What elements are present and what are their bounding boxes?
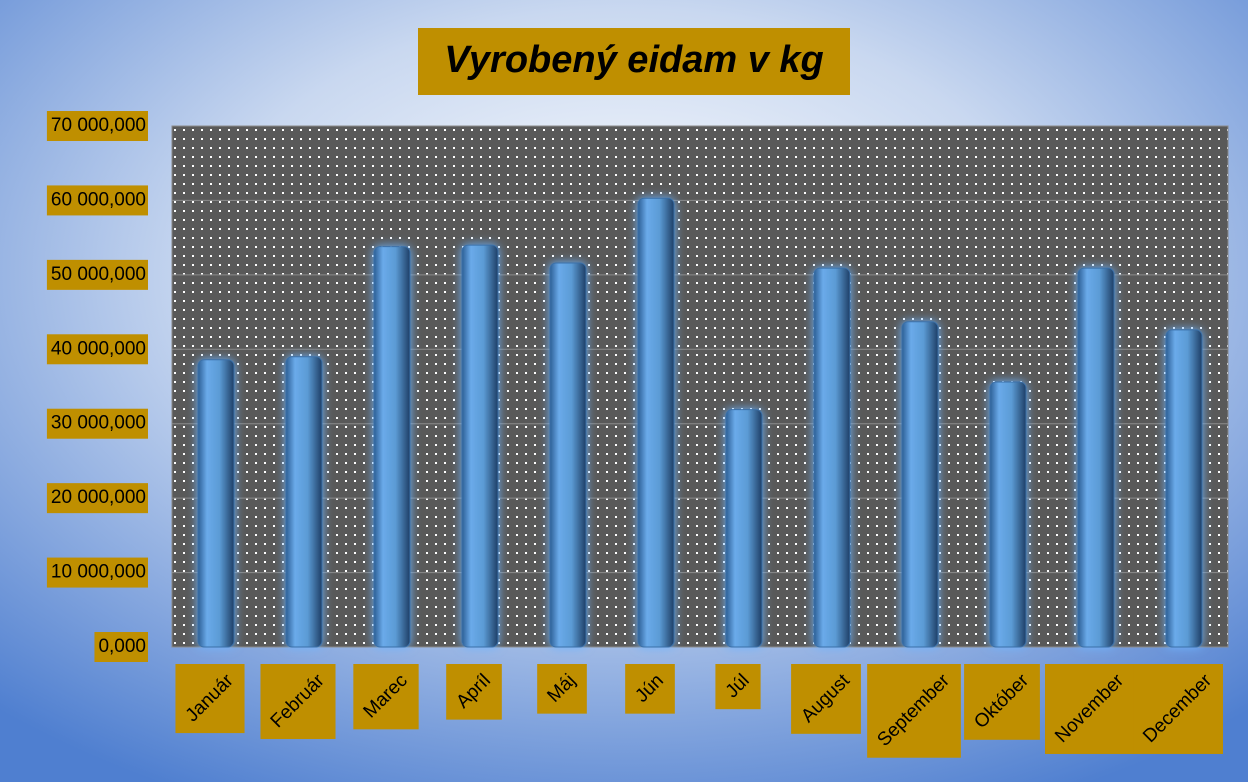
y-tick-label: 20 000,000 [51, 487, 146, 508]
bar [637, 197, 675, 648]
bar [901, 321, 939, 648]
x-tick-box [867, 664, 961, 758]
x-tick-box [353, 664, 419, 730]
y-tick-label: 30 000,000 [51, 413, 146, 434]
bar [813, 267, 851, 648]
title-box [418, 28, 850, 95]
y-tick-box [46, 185, 148, 216]
x-tick-box [446, 664, 502, 720]
x-tick-box [260, 664, 336, 740]
bar [285, 356, 323, 648]
x-tick-box [791, 664, 861, 734]
x-tick-group: December [1133, 664, 1223, 754]
y-tick-box [46, 408, 148, 439]
x-tick-group: Júl [715, 664, 761, 710]
plot-area [171, 125, 1229, 648]
y-tick-label: 10 000,000 [51, 562, 146, 583]
x-tick-group: Február [260, 664, 336, 740]
x-tick-box [1133, 664, 1223, 754]
y-tick-box [46, 557, 148, 588]
x-tick-group: Október [964, 664, 1040, 740]
x-tick-box [175, 664, 245, 734]
x-tick-group: Jún [625, 664, 675, 714]
x-tick-group: Január [175, 664, 245, 734]
x-tick-group: Apríl [446, 664, 502, 720]
y-tick-box [46, 259, 148, 290]
y-tick-box [46, 111, 148, 141]
y-tick-label: 60 000,000 [51, 189, 146, 210]
x-tick-group: August [791, 664, 861, 734]
x-tick-box [964, 664, 1040, 740]
bar [549, 262, 587, 648]
bar [1165, 329, 1203, 648]
x-tick-group: November [1045, 664, 1135, 754]
bar [989, 381, 1027, 648]
y-tick-label: 70 000,000 [51, 115, 146, 136]
y-tick-box [46, 334, 148, 365]
y-tick-box [94, 632, 148, 662]
chart-title: Vyrobený eidam v kg [444, 39, 823, 81]
x-tick-group: September [867, 664, 961, 758]
bar [725, 409, 763, 648]
bar [197, 359, 235, 648]
y-tick-label: 40 000,000 [51, 338, 146, 359]
y-tick-label: 50 000,000 [51, 264, 146, 285]
y-tick-label: 0,000 [98, 636, 146, 657]
x-tick-box [715, 664, 761, 710]
x-tick-group: Máj [537, 664, 587, 714]
bar [1077, 267, 1115, 648]
bar [461, 244, 499, 648]
y-tick-box [46, 483, 148, 514]
x-tick-box [625, 664, 675, 714]
x-tick-group: Marec [353, 664, 419, 730]
x-tick-box [1045, 664, 1135, 754]
x-tick-box [537, 664, 587, 714]
bar [373, 246, 411, 648]
